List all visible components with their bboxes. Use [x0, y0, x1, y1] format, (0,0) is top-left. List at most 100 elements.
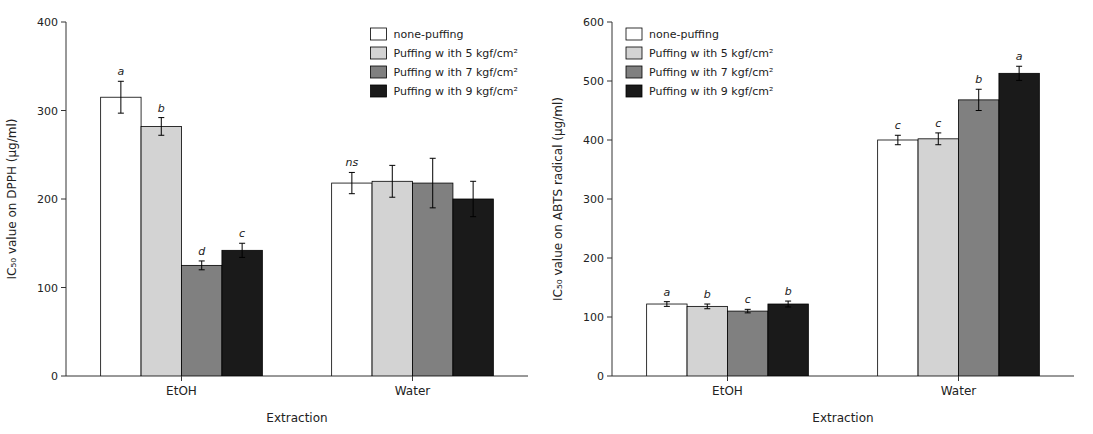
bar	[878, 140, 918, 376]
letter-label: c	[935, 117, 941, 130]
y-tick-label: 300	[583, 193, 604, 206]
error-bar-cap	[158, 135, 164, 136]
bar	[332, 183, 372, 376]
error-bar-stem	[201, 261, 202, 270]
bar	[141, 126, 181, 376]
error-bar-stem	[747, 309, 748, 313]
bar	[728, 311, 768, 376]
error-bar-cap	[118, 113, 124, 114]
error-bar	[389, 165, 395, 197]
error-bar-cap	[239, 243, 245, 244]
letter-label: b	[704, 288, 711, 301]
bar	[182, 265, 222, 376]
error-bar	[745, 309, 751, 313]
error-bar-cap	[349, 172, 355, 173]
x-tick-label: EtOH	[166, 384, 197, 398]
legend-swatch	[626, 28, 642, 40]
error-bar-cap	[1016, 66, 1022, 67]
y-tick-label: 600	[583, 16, 604, 29]
y-tick-label: 100	[37, 282, 58, 295]
letter-label: c	[239, 227, 245, 240]
legend-item: Puffing w ith 7 kgf/cm²	[626, 66, 773, 79]
error-bar-cap	[470, 216, 476, 217]
y-tick	[607, 140, 612, 141]
y-tick	[607, 317, 612, 318]
error-bar-stem	[242, 243, 243, 257]
plot-marks	[101, 81, 494, 376]
y-tick-label: 200	[37, 193, 58, 206]
legend: none-puffingPuffing w ith 5 kgf/cm²Puffi…	[626, 28, 773, 98]
y-tick	[61, 376, 66, 377]
bar	[959, 100, 999, 376]
error-bar-cap	[745, 312, 751, 313]
letter-label: c	[745, 293, 751, 306]
error-bar	[935, 133, 941, 145]
y-tick	[607, 22, 612, 23]
y-axis-label: IC₅₀ value on DPPH (μg/ml)	[5, 119, 19, 280]
x-tick-label: EtOH	[712, 384, 743, 398]
error-bar-cap	[389, 165, 395, 166]
bar	[372, 181, 412, 376]
error-bar	[239, 243, 245, 257]
error-bar	[118, 81, 124, 113]
chart-panel: 0100200300400500600IC₅₀ value on ABTS ra…	[546, 0, 1092, 434]
x-tick	[958, 376, 959, 381]
error-bar	[199, 261, 205, 270]
error-bar	[1016, 66, 1022, 80]
legend-item: Puffing w ith 5 kgf/cm²	[371, 47, 518, 60]
error-bar-stem	[473, 181, 474, 216]
letter-label: c	[895, 119, 901, 132]
error-bar-stem	[897, 135, 898, 144]
legend-swatch	[371, 28, 387, 40]
legend-label: Puffing w ith 7 kgf/cm²	[649, 66, 773, 79]
bar	[453, 199, 493, 376]
y-tick-label: 400	[583, 134, 604, 147]
bar	[999, 73, 1039, 376]
letter-label: ns	[346, 156, 359, 169]
legend-label: Puffing w ith 7 kgf/cm²	[394, 66, 518, 79]
legend-item: none-puffing	[626, 28, 719, 41]
error-bar-cap	[895, 144, 901, 145]
error-bar-stem	[978, 89, 979, 110]
letter-label: a	[117, 65, 124, 78]
legend-item: Puffing w ith 7 kgf/cm²	[371, 66, 518, 79]
legend-label: none-puffing	[394, 28, 464, 41]
x-tick-label: Water	[941, 384, 977, 398]
error-bar-cap	[199, 269, 205, 270]
legend-swatch	[371, 85, 387, 97]
legend-swatch	[371, 66, 387, 78]
error-bar-cap	[430, 207, 436, 208]
error-bar-stem	[938, 133, 939, 145]
y-tick-label: 200	[583, 252, 604, 265]
x-tick	[412, 376, 413, 381]
error-bar-cap	[976, 110, 982, 111]
x-axis-label: Extraction	[266, 411, 327, 425]
letter-labels: ansbdc	[117, 65, 358, 258]
y-axis-label: IC₅₀ value on ABTS radical (μg/ml)	[551, 97, 565, 301]
legend-swatch	[626, 85, 642, 97]
error-bar-cap	[976, 89, 982, 90]
y-tick	[607, 258, 612, 259]
error-bar-cap	[349, 193, 355, 194]
error-bar-stem	[432, 158, 433, 208]
y-tick	[61, 110, 66, 111]
x-tick	[727, 376, 728, 381]
error-bar-cap	[1016, 80, 1022, 81]
plot-marks	[647, 66, 1040, 376]
error-bar	[470, 181, 476, 216]
error-bar-cap	[118, 81, 124, 82]
error-bar-stem	[788, 301, 789, 307]
bar	[101, 97, 141, 376]
bar	[222, 250, 262, 376]
y-tick-label: 0	[597, 370, 604, 383]
error-bar-stem	[351, 172, 352, 193]
error-bar-cap	[158, 117, 164, 118]
error-bar	[976, 89, 982, 110]
error-bar-cap	[430, 158, 436, 159]
legend-item: none-puffing	[371, 28, 464, 41]
error-bar-cap	[470, 181, 476, 182]
figure: 0 100 200 300 400 IC₅₀ value on DPPH (μg/ml) E…	[0, 0, 1093, 434]
legend-label: Puffing w ith 9 kgf/cm²	[394, 85, 518, 98]
error-bar-stem	[120, 81, 121, 113]
x-tick	[181, 376, 182, 381]
